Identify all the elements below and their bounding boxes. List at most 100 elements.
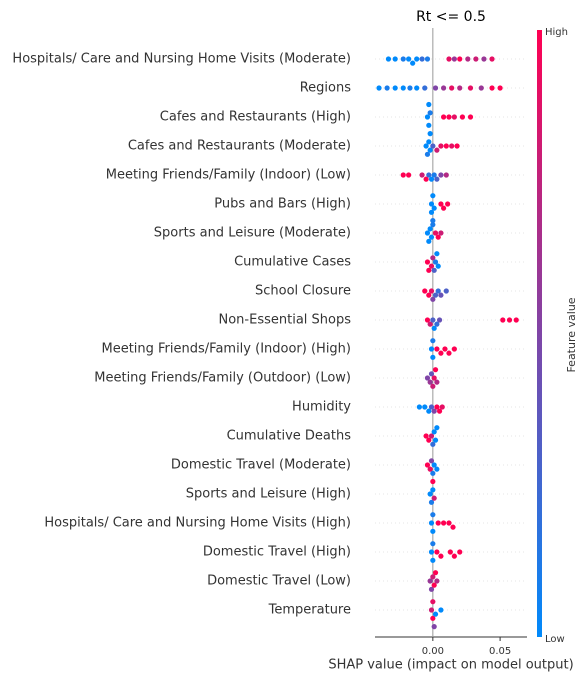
point — [434, 346, 440, 352]
point — [428, 201, 435, 207]
point — [441, 114, 447, 120]
point — [431, 495, 437, 501]
point — [422, 288, 428, 294]
point — [430, 255, 436, 261]
point — [435, 288, 441, 294]
point — [438, 350, 444, 356]
point — [500, 317, 506, 323]
y-tick-label: Cumulative Deaths — [227, 429, 352, 444]
point — [451, 56, 457, 62]
point — [434, 251, 440, 257]
point — [400, 56, 406, 62]
point — [431, 267, 437, 273]
point — [407, 85, 413, 91]
point — [428, 371, 435, 377]
point — [426, 172, 432, 178]
point — [445, 201, 451, 207]
point — [426, 101, 432, 108]
point — [392, 56, 398, 62]
point — [489, 56, 495, 62]
point — [430, 354, 436, 360]
point — [430, 574, 436, 580]
point — [434, 578, 440, 584]
colorbar — [537, 30, 542, 637]
point — [467, 85, 474, 91]
point — [438, 201, 444, 207]
point — [449, 85, 455, 91]
y-tick-label: Regions — [300, 81, 352, 96]
point — [436, 317, 443, 323]
point — [454, 143, 460, 149]
point — [459, 114, 466, 120]
point — [424, 230, 431, 236]
point — [419, 172, 425, 178]
point — [431, 429, 437, 435]
point — [457, 85, 463, 91]
point — [410, 60, 416, 66]
point — [430, 599, 436, 605]
point — [451, 553, 457, 559]
point — [423, 433, 429, 439]
point — [423, 143, 429, 149]
point — [414, 56, 420, 62]
point — [506, 317, 513, 323]
point — [430, 193, 436, 199]
point — [430, 222, 436, 228]
point — [428, 520, 435, 526]
point — [434, 176, 440, 182]
point — [384, 85, 390, 91]
point — [481, 56, 487, 62]
point — [400, 172, 406, 178]
point — [427, 578, 433, 584]
point — [427, 131, 433, 137]
point — [446, 350, 452, 356]
point — [497, 85, 503, 91]
point — [426, 238, 432, 244]
point — [450, 524, 456, 530]
point — [428, 234, 435, 240]
point — [422, 404, 428, 410]
x-tick-label: 0.05 — [489, 646, 511, 657]
y-tick-label: Cafes and Restaurants (High) — [160, 110, 351, 125]
point — [427, 379, 433, 385]
point — [430, 441, 436, 447]
y-tick-label: Humidity — [292, 400, 351, 415]
point — [431, 462, 437, 468]
y-tick-label: Pubs and Bars (High) — [214, 197, 351, 212]
point — [489, 85, 495, 91]
point — [430, 317, 436, 323]
point — [431, 375, 437, 381]
point — [427, 466, 433, 472]
chart-title: Rt <= 0.5 — [416, 9, 486, 25]
point — [443, 143, 449, 149]
point — [430, 296, 436, 302]
point — [426, 122, 432, 128]
point — [426, 267, 432, 273]
point — [438, 172, 444, 178]
point — [424, 151, 431, 157]
point — [465, 56, 471, 62]
point — [434, 425, 440, 431]
point — [431, 172, 437, 178]
point — [434, 549, 440, 555]
point — [428, 288, 435, 294]
point — [432, 570, 439, 576]
point — [430, 383, 436, 389]
point — [441, 85, 447, 91]
point — [435, 263, 441, 269]
point — [414, 85, 420, 91]
point — [419, 56, 425, 62]
point — [428, 404, 435, 410]
colorbar-low: Low — [545, 634, 565, 645]
point — [446, 114, 452, 120]
point — [424, 56, 431, 62]
point — [434, 147, 440, 153]
point — [436, 408, 443, 414]
point — [443, 288, 449, 294]
point — [428, 458, 435, 464]
point — [416, 404, 422, 410]
y-tick-label: Sports and Leisure (High) — [186, 487, 351, 502]
point — [430, 338, 436, 344]
point — [430, 218, 436, 224]
y-tick-label: Hospitals/ Care and Nursing Home Visits … — [12, 52, 351, 67]
